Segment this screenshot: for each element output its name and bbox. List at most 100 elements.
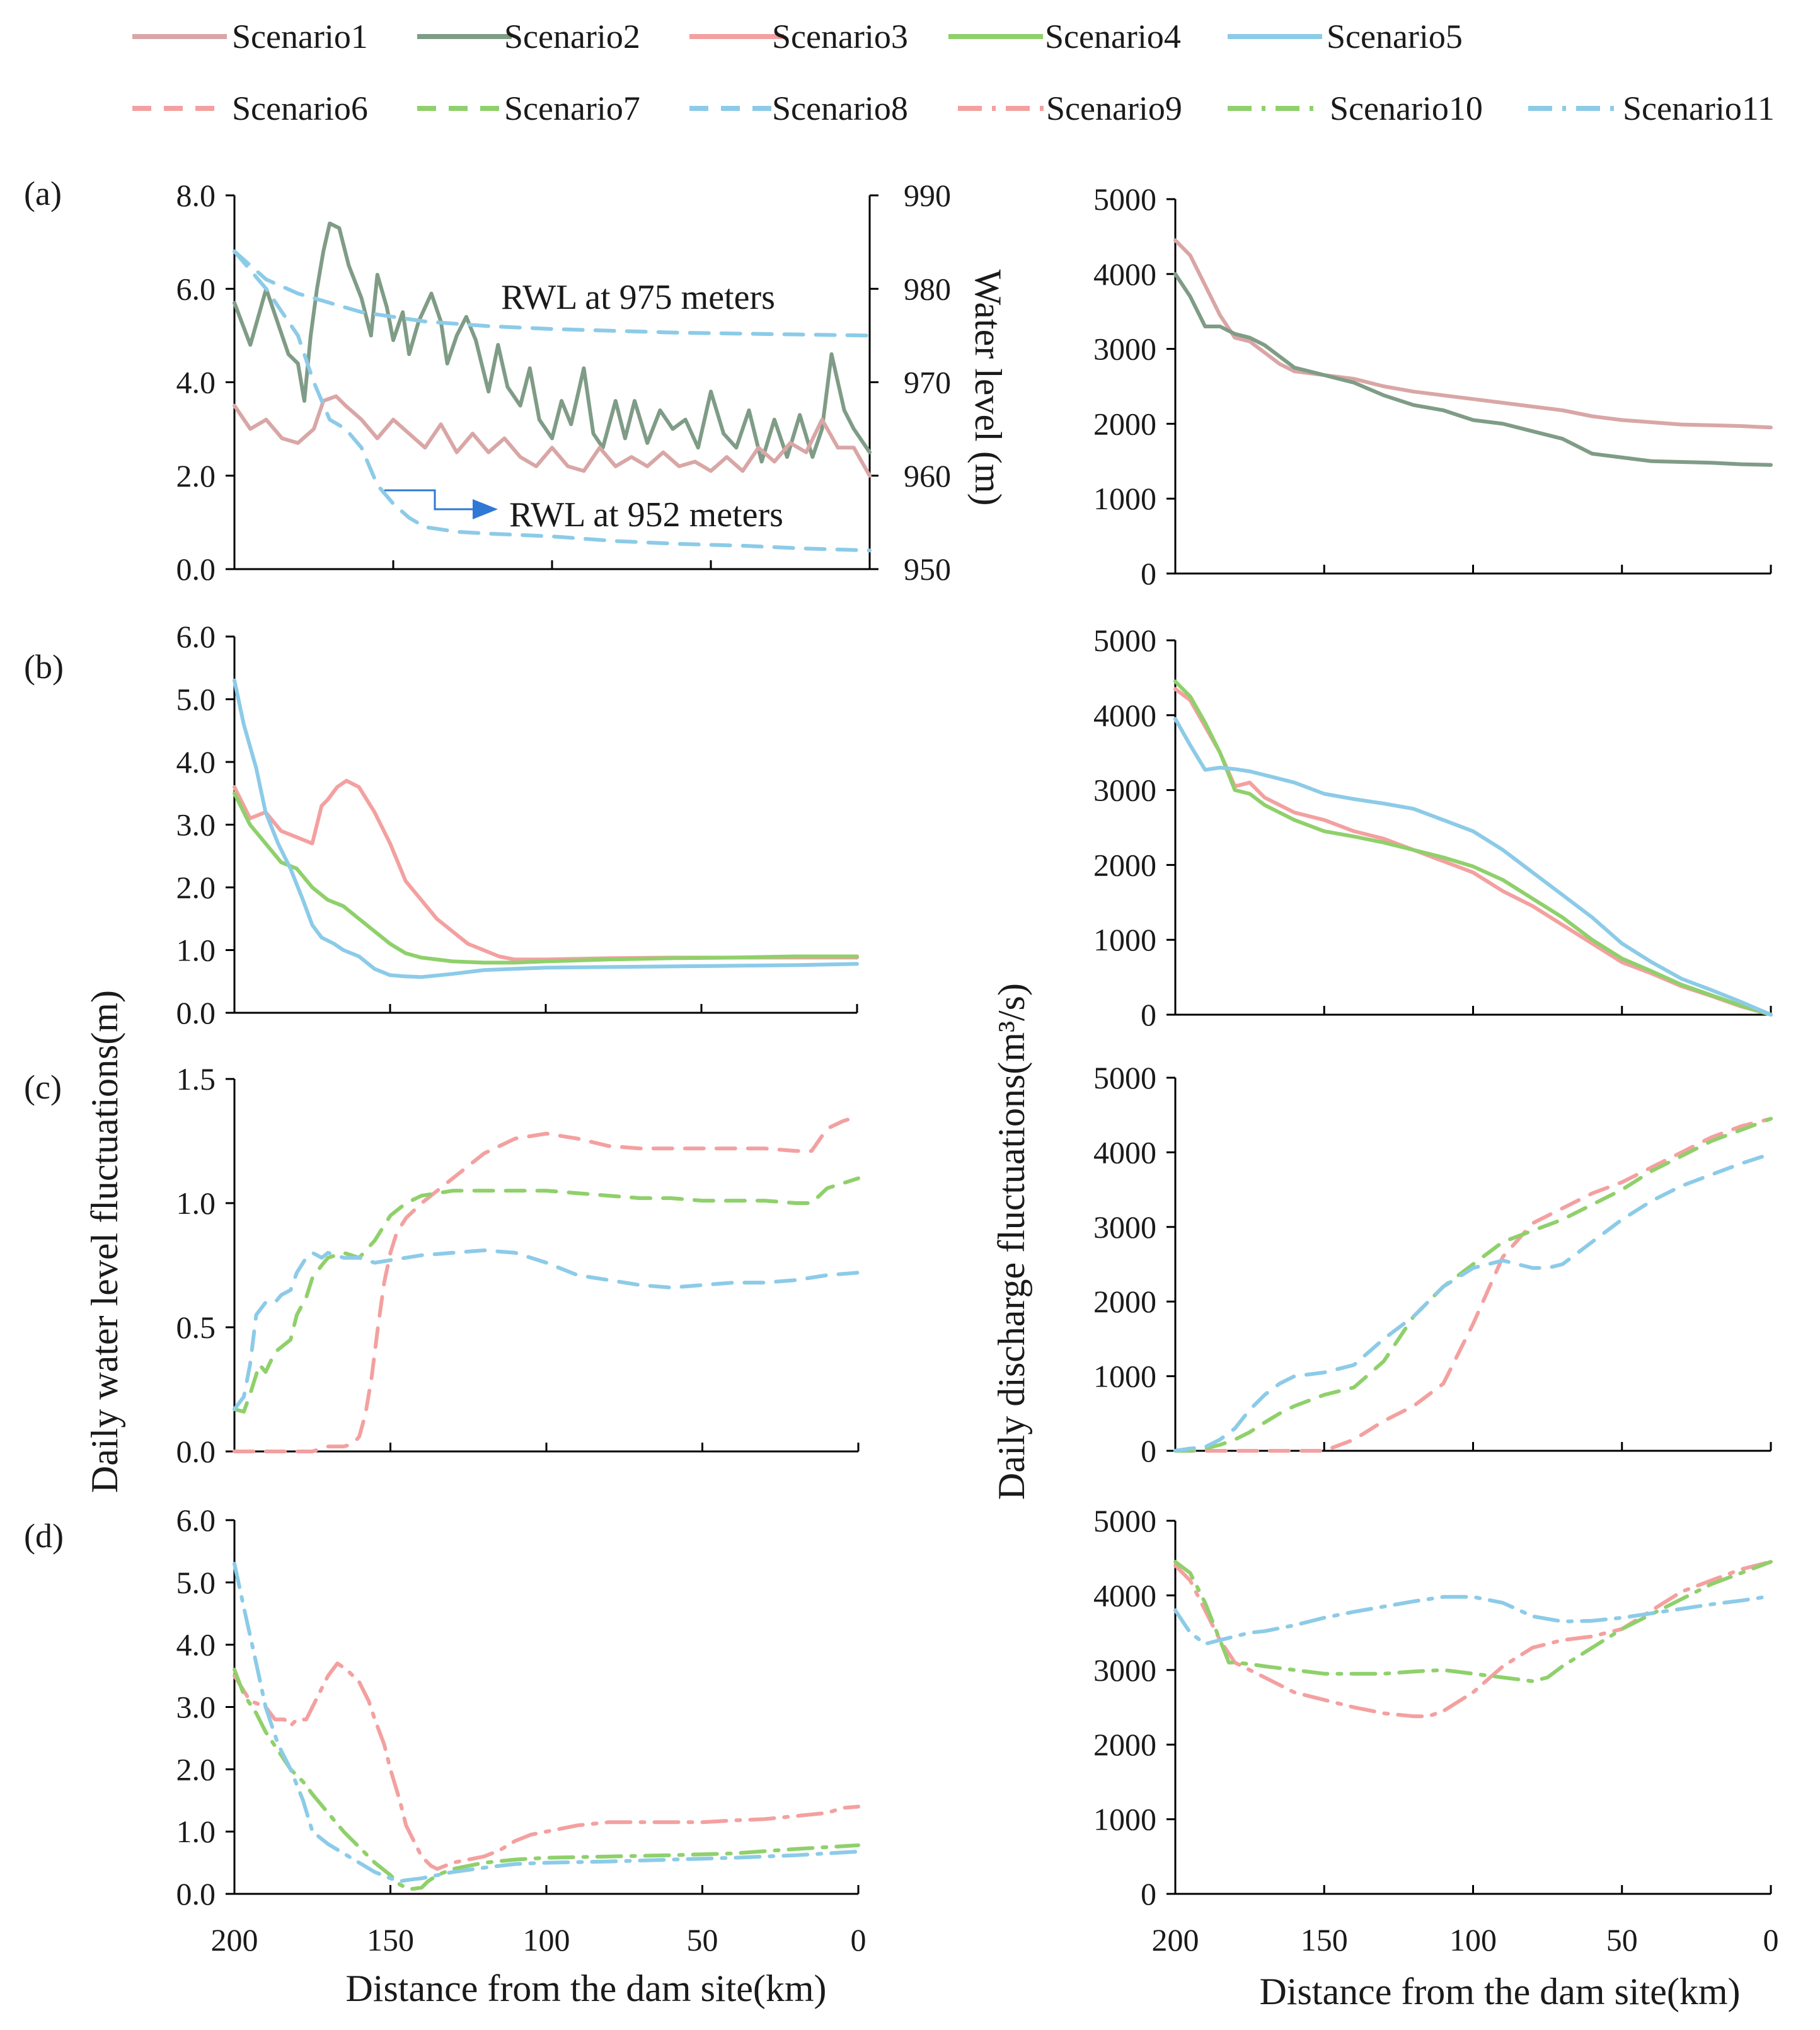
y-tick-label: 3000: [1093, 1209, 1156, 1245]
x-tick-label: 100: [1449, 1922, 1497, 1958]
legend: Scenario1 Scenario2 Scenario3 Scenario4 Scen…: [132, 18, 1775, 127]
y-tick-label: 3.0: [176, 1690, 216, 1725]
annotation-arrow-line: [384, 489, 479, 510]
y-tick-label: 0.0: [176, 1876, 216, 1912]
secondary-axis-title: Water level (m): [967, 270, 1009, 506]
y-axis-title-left: Daily water level fluctuations(m): [84, 990, 125, 1493]
figure-labels: (a) (b) (c) (d) Daily water level fluctu…: [24, 175, 1741, 2012]
series-line-scenario2: [233, 221, 872, 464]
y-tick-label: 3000: [1093, 773, 1156, 808]
y-tick-label: 6.0: [176, 1502, 216, 1538]
legend-label-scenario2: Scenario2: [504, 18, 640, 55]
y-tick-label: 1000: [1093, 922, 1156, 957]
series-line-scenario4: [1173, 679, 1773, 1017]
panel-label-a: (a): [24, 175, 62, 212]
y-tick-label: 0: [1141, 556, 1156, 591]
x-tick-label: 200: [1152, 1922, 1199, 1958]
series-line-scenario8: [1173, 1151, 1773, 1453]
chart-d-left: 0.0 1.0 2.0 3.0 4.0 5.0 6.0 200 150 100 50 0: [176, 1502, 867, 1958]
x-tick-label: 50: [1606, 1922, 1638, 1958]
y-tick-label: 2.0: [176, 870, 216, 905]
series-line-scenario5: [1173, 717, 1773, 1017]
y-tick-label: 5000: [1093, 623, 1156, 658]
series-line-scenario11: [233, 1562, 860, 1884]
y-tick-label: 5000: [1093, 1503, 1156, 1538]
y-tick-label: 3000: [1093, 1652, 1156, 1688]
y2-tick-label: 970: [904, 365, 951, 400]
y-tick-label: 0: [1141, 997, 1156, 1032]
y-tick-label: 4.0: [176, 744, 216, 780]
y-tick-label: 6.0: [176, 271, 216, 306]
x-tick-label: 200: [211, 1922, 258, 1958]
y-tick-label: 4.0: [176, 365, 216, 400]
chart-b-right: 0 1000 2000 3000 4000 5000: [1093, 623, 1773, 1032]
legend-label-scenario11: Scenario11: [1623, 89, 1775, 127]
legend-label-scenario8: Scenario8: [772, 89, 908, 127]
y-tick-label: 1000: [1093, 481, 1156, 516]
series-line-scenario6: [233, 1114, 860, 1453]
series-line-scenario9: [1173, 1560, 1773, 1719]
legend-label-scenario1: Scenario1: [232, 18, 368, 55]
legend-label-scenario5: Scenario5: [1327, 18, 1463, 55]
chart-c-right: 0 1000 2000 3000 4000 5000: [1093, 1060, 1773, 1468]
legend-label-scenario3: Scenario3: [772, 18, 908, 55]
series-line-scenario7: [233, 1176, 860, 1414]
series-line-scenario1: [233, 394, 872, 478]
panel-label-d: (d): [24, 1517, 64, 1555]
y-tick-label: 1.0: [176, 933, 216, 968]
y-tick-label: 2000: [1093, 1284, 1156, 1319]
y-tick-label: 4.0: [176, 1627, 216, 1663]
y-axis-title-right: Daily discharge fluctuations(m³/s): [991, 983, 1032, 1500]
y-tick-label: 1000: [1093, 1802, 1156, 1837]
annotation-arrow-head: [473, 499, 498, 519]
series-line-scenario8: [233, 1248, 860, 1411]
series-line-scenario2: [1173, 272, 1773, 467]
legend-label-scenario10: Scenario10: [1330, 89, 1483, 127]
y-tick-label: 0.5: [176, 1310, 216, 1345]
x-tick-label: 150: [1301, 1922, 1348, 1958]
chart-a-left: 0.0 2.0 4.0 6.0 8.0 950 960 970 980 990 RWL at 975…: [176, 178, 952, 587]
series-line-scenario8-rwl: [233, 249, 872, 553]
series-line-scenario5: [233, 678, 859, 979]
annotation-rwl-952: RWL at 952 meters: [509, 495, 783, 534]
y-tick-label: 8.0: [176, 178, 216, 213]
chart-d-right: 0 1000 2000 3000 4000 5000 200 150 100 50 0: [1093, 1503, 1779, 1958]
series-line-scenario6: [1173, 1117, 1773, 1453]
y-tick-label: 3000: [1093, 332, 1156, 367]
legend-label-scenario6: Scenario6: [232, 89, 368, 127]
y-tick-label: 1.5: [176, 1061, 216, 1097]
x-tick-label: 0: [1763, 1922, 1779, 1958]
y-tick-label: 4000: [1093, 698, 1156, 733]
panel-label-c: (c): [24, 1068, 62, 1106]
x-tick-label: 50: [687, 1922, 718, 1958]
x-axis-title-right: Distance from the dam site(km): [1259, 1971, 1740, 2012]
series-line-scenario8-rwl: [233, 249, 872, 338]
x-tick-label: 0: [851, 1922, 867, 1958]
panel-label-b: (b): [24, 648, 64, 686]
y-tick-label: 0: [1141, 1876, 1156, 1912]
y-tick-label: 2000: [1093, 847, 1156, 882]
x-axis-title-left: Distance from the dam site(km): [345, 1968, 826, 2009]
legend-label-scenario4: Scenario4: [1045, 18, 1181, 55]
series-line-scenario10: [1173, 1560, 1773, 1683]
y-tick-label: 5.0: [176, 682, 216, 717]
y-tick-label: 4000: [1093, 1134, 1156, 1170]
series-line-scenario9: [233, 1661, 860, 1871]
chart-b-left: 0.0 1.0 2.0 3.0 4.0 5.0 6.0: [176, 619, 859, 1030]
y-tick-label: 1.0: [176, 1185, 216, 1221]
y-tick-label: 5000: [1093, 1060, 1156, 1095]
annotation-rwl-975: RWL at 975 meters: [501, 278, 775, 317]
y-tick-label: 3.0: [176, 807, 216, 843]
series-line-scenario1: [1173, 238, 1773, 430]
y-tick-label: 2.0: [176, 458, 216, 493]
chart-c-left: 0.0 0.5 1.0 1.5: [176, 1061, 860, 1469]
y2-tick-label: 950: [904, 551, 951, 587]
legend-label-scenario9: Scenario9: [1046, 89, 1182, 127]
y-tick-label: 0: [1141, 1433, 1156, 1468]
y-tick-label: 1000: [1093, 1359, 1156, 1394]
y-tick-label: 1.0: [176, 1814, 216, 1849]
x-tick-label: 100: [523, 1922, 570, 1958]
x-tick-label: 150: [367, 1922, 414, 1958]
chart-panels: 0.0 2.0 4.0 6.0 8.0 950 960 970 980 990 RWL at 975…: [176, 178, 1779, 1958]
